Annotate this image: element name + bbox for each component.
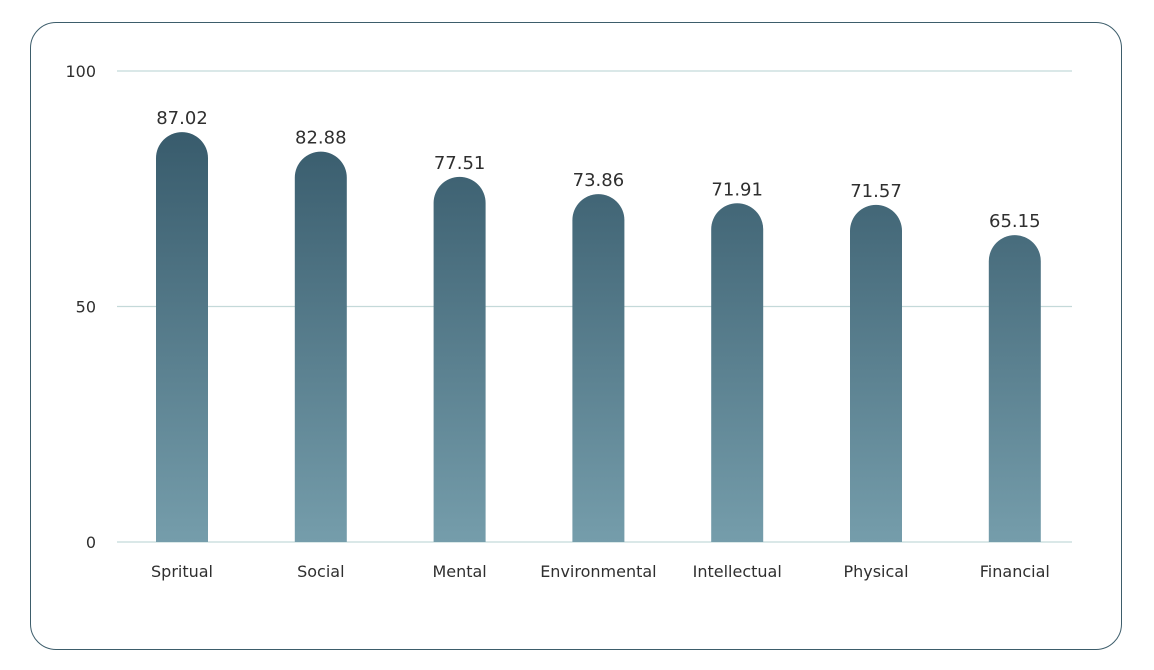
category-label: Environmental (540, 562, 656, 581)
category-label: Mental (432, 562, 486, 581)
bar (294, 151, 347, 543)
bar (433, 176, 486, 542)
bar (156, 132, 208, 543)
value-label: 65.15 (989, 211, 1041, 232)
bar (988, 235, 1041, 543)
value-label: 82.88 (295, 128, 347, 149)
value-label: 87.02 (156, 108, 208, 129)
value-labels: 87.02 82.88 77.51 73.86 71.91 71.57 65.1… (156, 108, 1040, 232)
bar (572, 194, 625, 542)
value-label: 71.57 (850, 181, 902, 202)
y-axis-ticks: 0 50 100 (65, 62, 96, 552)
category-label: Financial (980, 562, 1050, 581)
bars (156, 132, 1041, 543)
y-tick-label: 50 (76, 298, 96, 317)
x-axis-labels: Spritual Social Mental Environmental Int… (151, 562, 1050, 581)
bar (711, 203, 764, 542)
y-tick-label: 0 (86, 533, 96, 552)
category-label: Physical (843, 562, 908, 581)
bar (850, 204, 902, 542)
y-tick-label: 100 (65, 62, 96, 81)
category-label: Intellectual (693, 562, 782, 581)
value-label: 73.86 (573, 170, 625, 191)
category-label: Spritual (151, 562, 213, 581)
value-label: 71.91 (711, 179, 763, 200)
value-label: 77.51 (434, 153, 486, 174)
category-label: Social (297, 562, 344, 581)
